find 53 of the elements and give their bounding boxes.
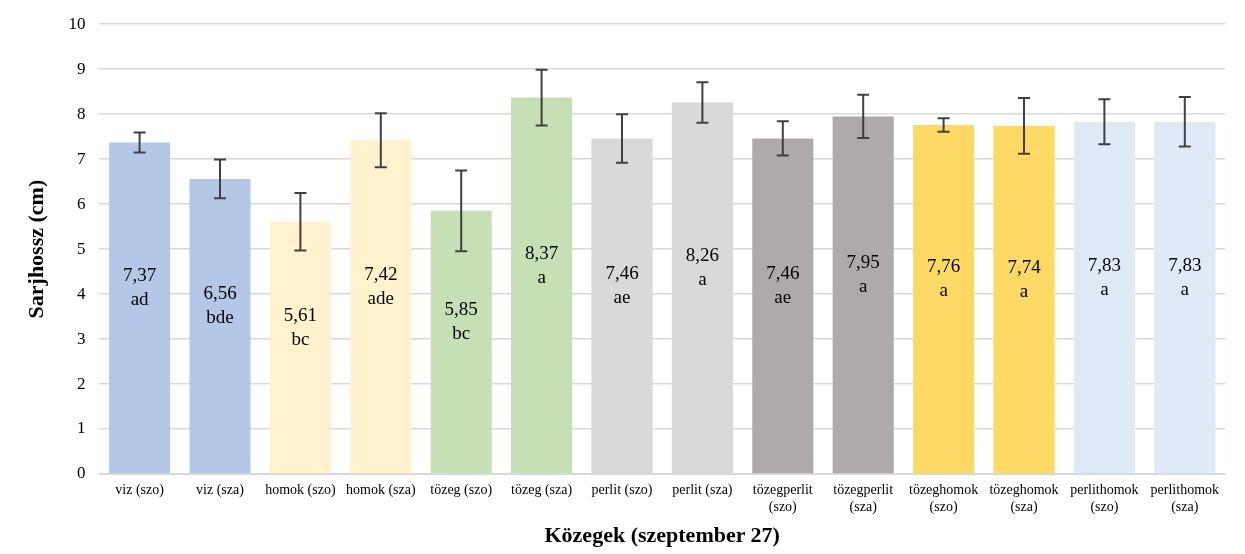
y-axis-title: Sarjhossz (cm) [22, 179, 48, 319]
y-tick-label: 2 [76, 373, 86, 393]
data-label: 8,26 a [685, 244, 720, 290]
y-tick-label: 1 [76, 418, 86, 438]
x-tick-label: homok (sza) [346, 482, 416, 499]
bar [430, 210, 492, 474]
data-label: 7,83 a [1168, 253, 1202, 299]
y-tick-label: 8 [76, 103, 86, 123]
x-tick-label: tözeghomok (sza) [989, 482, 1059, 515]
bar [269, 221, 331, 474]
data-label: 6,56 bde [203, 282, 237, 328]
y-tick-label: 0 [76, 463, 86, 483]
x-axis-title: Közegek (szeptember 27) [544, 522, 780, 548]
x-tick-label: tözeghomok (szo) [908, 482, 979, 515]
bar [752, 138, 814, 474]
y-tick-label: 5 [76, 238, 86, 258]
data-label: 5,85 bc [444, 298, 478, 344]
data-label: 7,83 a [1087, 253, 1122, 299]
data-label: 7,95 a [846, 251, 880, 297]
y-tick-label: 7 [76, 148, 86, 168]
y-tick-label: 10 [68, 13, 86, 33]
data-label: 8,37 a [524, 241, 559, 287]
x-tick-label: tözeg (sza) [511, 482, 573, 499]
x-tick-label: viz (sza) [196, 482, 245, 499]
data-label: 7,74 a [1007, 255, 1042, 301]
x-tick-label: viz (szo) [115, 482, 165, 499]
y-tick-label: 9 [76, 58, 86, 78]
x-tick-label: perlit (sza) [672, 482, 733, 499]
x-tick-label: perlit (szo) [591, 482, 653, 499]
x-tick-label: tözegperlit (szo) [752, 482, 813, 515]
x-tick-label: tözegperlit (sza) [833, 482, 894, 515]
x-tick-label: tözeg (szo) [430, 482, 493, 499]
bar [1073, 121, 1135, 474]
y-tick-label: 4 [76, 283, 86, 303]
bar [832, 116, 894, 474]
bar [189, 178, 251, 474]
x-tick-label: perlithomok (szo) [1070, 482, 1139, 515]
data-label: 7,37 ad [122, 264, 157, 310]
data-label: 7,46 ae [605, 262, 639, 308]
data-label: 5,61 bc [283, 303, 318, 349]
bar [1154, 121, 1216, 474]
y-tick-label: 3 [76, 328, 86, 348]
y-tick-label: 6 [76, 193, 86, 213]
data-label: 7,42 ade [364, 263, 398, 309]
data-label: 7,46 ae [766, 262, 800, 308]
bar [913, 124, 975, 474]
bar [109, 142, 171, 474]
x-tick-label: homok (szo) [265, 482, 336, 499]
bar [511, 97, 573, 474]
bar [993, 125, 1055, 474]
data-label: 7,76 a [926, 255, 961, 301]
x-tick-label: perlithomok (sza) [1150, 482, 1220, 515]
bar [350, 140, 412, 474]
